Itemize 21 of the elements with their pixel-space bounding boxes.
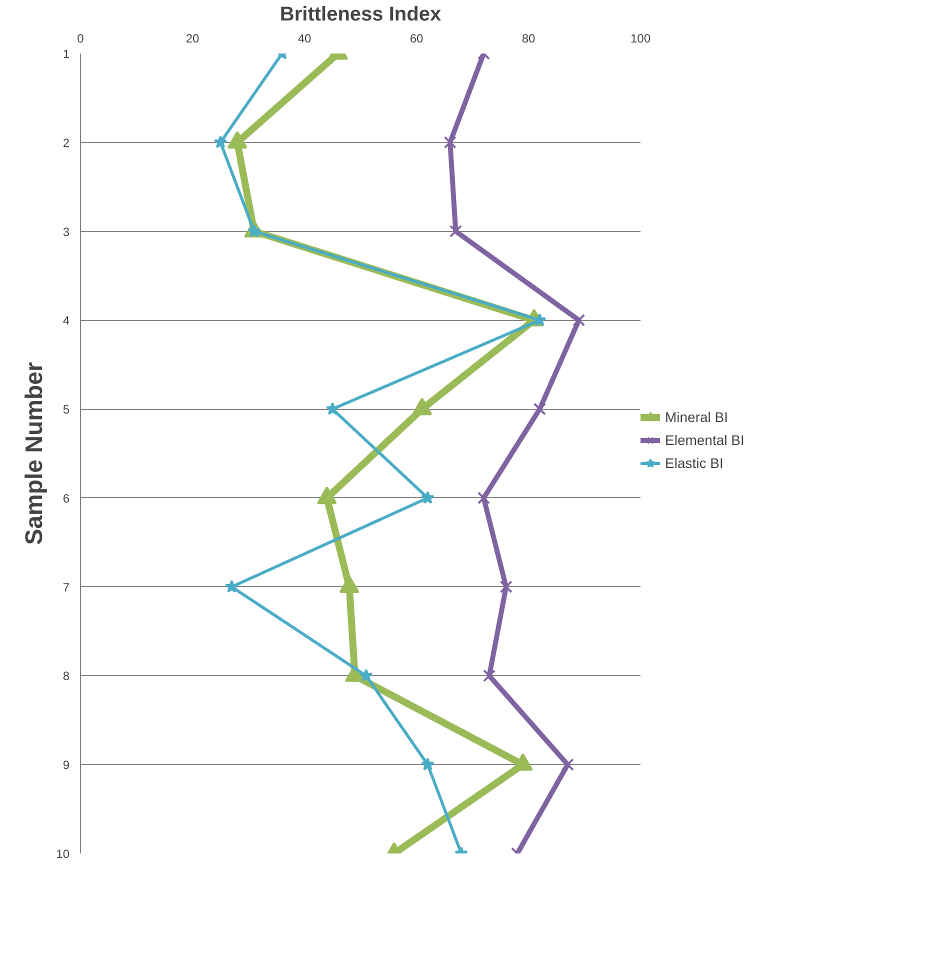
legend-label: Elemental BI (665, 432, 744, 448)
y-tick-label: 6 (62, 491, 70, 506)
y-tick-label: 1 (62, 47, 70, 61)
y-tick-label: 2 (62, 136, 70, 150)
legend-label: Elastic BI (665, 455, 724, 471)
x-tick-label: 20 (186, 32, 200, 46)
y-tick-label: 4 (62, 314, 70, 328)
x-tick-label: 100 (630, 32, 651, 46)
y-tick-label: 9 (62, 758, 70, 772)
x-tick-label: 60 (410, 32, 424, 46)
y-tick-label: 10 (56, 847, 70, 861)
y-tick-label: 7 (62, 580, 70, 594)
y-axis-title: Sample Number (21, 362, 48, 545)
y-tick-label: 8 (62, 669, 70, 684)
x-tick-label: 80 (522, 32, 536, 46)
legend-label: Mineral BI (665, 409, 728, 425)
x-tick-label: 40 (298, 32, 312, 46)
y-tick-label: 3 (62, 224, 70, 239)
x-axis-title: Brittleness Index (280, 4, 442, 26)
x-tick-label: 0 (77, 32, 84, 46)
y-tick-label: 5 (62, 402, 70, 417)
